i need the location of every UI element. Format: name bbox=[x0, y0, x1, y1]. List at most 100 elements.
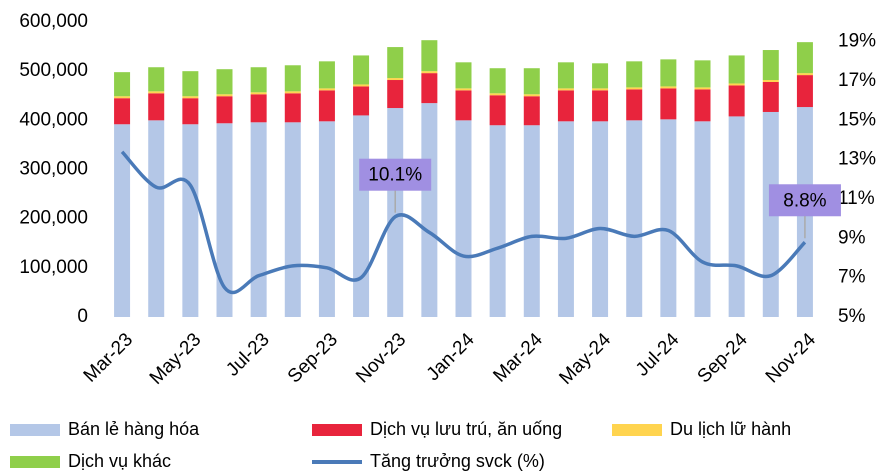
bar-segment bbox=[796, 42, 813, 74]
bar-segment bbox=[148, 91, 165, 94]
x-tick-label: Sep-23 bbox=[284, 329, 342, 387]
bar-segment bbox=[660, 59, 677, 87]
bar-segment bbox=[114, 124, 131, 318]
bar-segment bbox=[455, 88, 472, 91]
bar-segment bbox=[182, 124, 199, 318]
x-tick-label: Nov-23 bbox=[352, 329, 410, 387]
bar-segment bbox=[284, 91, 301, 94]
bar-segment bbox=[523, 96, 540, 126]
annotation-box bbox=[359, 158, 432, 191]
y-tick-label: 300,000 bbox=[19, 159, 88, 180]
bar-segment bbox=[250, 92, 267, 95]
bar-segment bbox=[660, 86, 677, 89]
bar-segment bbox=[421, 71, 438, 74]
data-label: 10.1% bbox=[368, 165, 422, 186]
bar-segment bbox=[421, 103, 438, 317]
bar-segment bbox=[353, 55, 370, 85]
legend-label: Tăng trưởng svck (%) bbox=[370, 451, 545, 471]
legend-swatch bbox=[10, 424, 60, 436]
bar-segment bbox=[284, 65, 301, 92]
bar-segment bbox=[660, 119, 677, 317]
bar-segment bbox=[182, 71, 199, 97]
bar-segment bbox=[216, 69, 233, 95]
bar-segment bbox=[626, 89, 643, 121]
y-tick-label: 200,000 bbox=[19, 208, 88, 229]
x-tick-label: May-24 bbox=[556, 329, 616, 389]
bar-segment bbox=[626, 87, 643, 90]
bar-segment bbox=[694, 89, 711, 122]
bar-segment bbox=[387, 80, 404, 109]
bar-segment bbox=[250, 122, 267, 317]
data-label: 8.8% bbox=[783, 190, 826, 211]
x-tick-label: Mar-24 bbox=[489, 329, 547, 387]
y2-tick-label: 7% bbox=[838, 267, 866, 288]
bar-segment bbox=[114, 96, 131, 99]
bar-segment bbox=[557, 62, 574, 89]
bar-segment bbox=[318, 61, 335, 89]
bar-segment bbox=[523, 94, 540, 97]
bar-segment bbox=[626, 120, 643, 317]
legend-swatch bbox=[312, 424, 362, 436]
y-tick-label: 400,000 bbox=[19, 109, 88, 130]
bar-segment bbox=[318, 88, 335, 91]
bar-segment bbox=[489, 93, 506, 96]
bar-segment bbox=[114, 72, 131, 97]
bar-segment bbox=[216, 123, 233, 318]
bar-segment bbox=[353, 115, 370, 318]
bar-segment bbox=[489, 68, 506, 94]
bar-segment bbox=[455, 90, 472, 121]
legend-swatch bbox=[612, 424, 662, 436]
legend-label: Dịch vụ lưu trú, ăn uống bbox=[370, 419, 562, 439]
bar-segment bbox=[796, 75, 813, 108]
bar-segment bbox=[557, 90, 574, 122]
legend-label: Bán lẻ hàng hóa bbox=[68, 419, 200, 439]
x-tick-label: May-23 bbox=[146, 329, 206, 389]
bar-segment bbox=[455, 120, 472, 317]
bar-segment bbox=[284, 93, 301, 123]
y2-tick-label: 19% bbox=[838, 31, 876, 52]
bar-segment bbox=[523, 125, 540, 317]
bar-segment bbox=[182, 96, 199, 99]
bar-segment bbox=[489, 95, 506, 126]
bar-segment bbox=[728, 55, 745, 84]
bar-segment bbox=[694, 87, 711, 90]
bar-segment bbox=[557, 88, 574, 91]
bar-segment bbox=[148, 93, 165, 121]
bar-segment bbox=[216, 94, 233, 97]
bar-segment bbox=[284, 122, 301, 317]
bar-segment bbox=[353, 86, 370, 116]
bar-segment bbox=[762, 80, 779, 82]
bar-segment bbox=[728, 83, 745, 86]
bar-segment bbox=[216, 96, 233, 124]
bar-segment bbox=[592, 121, 609, 317]
bar-segment bbox=[762, 81, 779, 112]
bar-segment bbox=[557, 121, 574, 317]
legend-label: Dịch vụ khác bbox=[68, 451, 171, 471]
bar-segment bbox=[182, 98, 199, 125]
y2-tick-label: 5% bbox=[838, 306, 866, 327]
x-tick-label: Mar-23 bbox=[80, 329, 137, 386]
bar-segment bbox=[592, 63, 609, 89]
bar-segment bbox=[387, 78, 404, 81]
bar-segment bbox=[250, 67, 267, 93]
bar-segment bbox=[489, 125, 506, 317]
y2-tick-label: 17% bbox=[838, 70, 876, 91]
bar-segment bbox=[592, 88, 609, 91]
bar-segment bbox=[421, 40, 438, 72]
bar-segment bbox=[796, 73, 813, 76]
x-tick-label: Jul-24 bbox=[632, 329, 684, 381]
bar-segment bbox=[592, 90, 609, 122]
y2-tick-label: 15% bbox=[838, 109, 876, 130]
bar-segment bbox=[694, 121, 711, 317]
bar-segment bbox=[148, 67, 165, 92]
bar-segment bbox=[318, 90, 335, 122]
bar-segment bbox=[626, 61, 643, 88]
bar-segment bbox=[694, 60, 711, 88]
x-tick-label: Jan-24 bbox=[423, 329, 479, 385]
x-tick-label: Sep-24 bbox=[694, 329, 752, 387]
legend-swatch bbox=[10, 456, 60, 468]
y-tick-label: 100,000 bbox=[19, 257, 88, 278]
bar-segment bbox=[353, 84, 370, 87]
bar-segment bbox=[728, 85, 745, 117]
y2-tick-label: 13% bbox=[838, 149, 876, 170]
